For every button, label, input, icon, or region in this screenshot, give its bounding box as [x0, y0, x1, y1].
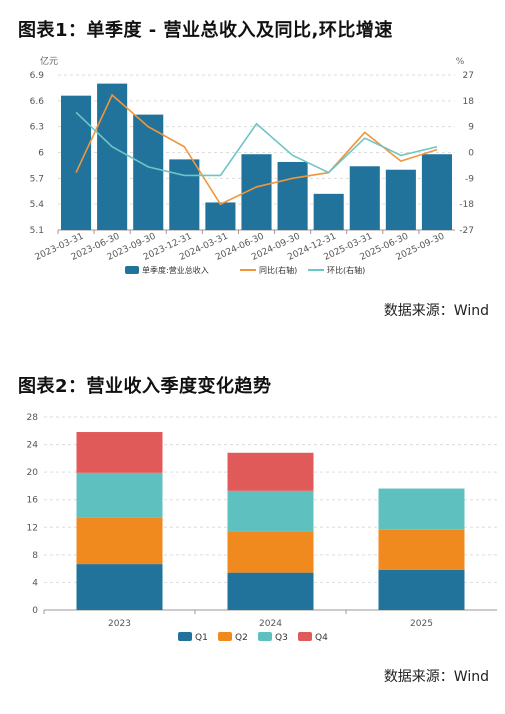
x-tick-label: 2025 [410, 619, 433, 629]
bar [385, 169, 416, 230]
chart2-source: 数据来源：Wind [383, 669, 489, 685]
y-tick-label: 6.3 [30, 123, 44, 133]
legend-swatch [218, 632, 232, 641]
stacked-bar-segment [227, 452, 314, 491]
bar [97, 83, 128, 230]
yoy-line [75, 93, 438, 206]
chart1-title: 图表1：单季度 - 营业总收入及同比,环比增速 [18, 20, 393, 41]
legend-label: Q3 [275, 633, 288, 643]
bar [349, 166, 380, 230]
legend-swatch [258, 632, 272, 641]
bar [313, 193, 344, 230]
y-tick-label: 20 [27, 468, 39, 478]
y-right-tick-label: 27 [463, 71, 474, 81]
y-tick-label: 28 [27, 413, 39, 423]
y-right-tick-label: 0 [468, 149, 474, 159]
bar [421, 154, 452, 230]
stacked-bar-segment [227, 572, 314, 610]
chart1-source: 数据来源：Wind [383, 303, 489, 319]
stacked-bar-segment [227, 490, 314, 532]
y-tick-label: 5.7 [30, 174, 44, 184]
x-tick-label: 2023 [108, 619, 131, 629]
y-tick-label: 5.1 [30, 226, 44, 236]
stacked-bar-segment [378, 529, 465, 570]
legend-label: Q1 [195, 633, 208, 643]
stacked-bar-segment [378, 488, 465, 530]
qoq-line [75, 111, 438, 177]
y-tick-label: 12 [27, 523, 38, 533]
y-tick-label: 8 [32, 551, 38, 561]
right-axis-unit: % [456, 57, 465, 67]
legend-swatch [298, 632, 312, 641]
chart2-stacked-bar-chart: 28 24 20 16 12 8 4 0 2023 2024 2025 Q1 Q2 Q3 Q4 [27, 413, 497, 643]
bar [61, 95, 92, 230]
legend-label: 单季度:营业总收入 [142, 265, 209, 275]
bar [169, 159, 200, 230]
stacked-bar-segment [76, 472, 163, 518]
left-axis-unit: 亿元 [40, 55, 58, 67]
chart2-title: 图表2：营业收入季度变化趋势 [18, 376, 272, 397]
x-tick-label: 2024 [259, 619, 282, 629]
stacked-bar-segment [76, 432, 163, 473]
legend-swatch-bar [125, 266, 139, 274]
y-right-tick-label: -9 [465, 174, 474, 184]
stacked-bar-segment [378, 569, 465, 610]
bar [133, 114, 164, 230]
stacked-bar-segment [76, 517, 163, 565]
y-tick-label: 0 [32, 606, 38, 616]
y-tick-label: 6.6 [30, 97, 45, 107]
bar [205, 202, 236, 230]
legend-label: 同比(右轴) [259, 265, 297, 275]
y-tick-label: 6.9 [30, 71, 45, 81]
stacked-bar-segment [227, 531, 314, 573]
y-right-tick-label: -18 [459, 200, 474, 210]
y-tick-label: 5.4 [30, 200, 45, 210]
legend-label: 环比(右轴) [327, 265, 365, 275]
y-right-tick-label: 9 [468, 123, 474, 133]
y-tick-label: 24 [27, 441, 39, 451]
y-right-tick-label: -27 [459, 226, 474, 236]
chart1-combo-chart: 亿元 %6.96.66.365.75.45.1271890-9-18-272023… [30, 55, 475, 275]
legend-label: Q2 [235, 633, 248, 643]
legend-label: Q4 [315, 633, 328, 643]
stacked-bar-segment [76, 564, 163, 610]
legend-swatch [178, 632, 192, 641]
bar [277, 161, 308, 230]
y-tick-label: 16 [27, 496, 39, 506]
y-tick-label: 6 [38, 149, 44, 159]
y-tick-label: 4 [32, 578, 38, 588]
y-right-tick-label: 18 [463, 97, 475, 107]
